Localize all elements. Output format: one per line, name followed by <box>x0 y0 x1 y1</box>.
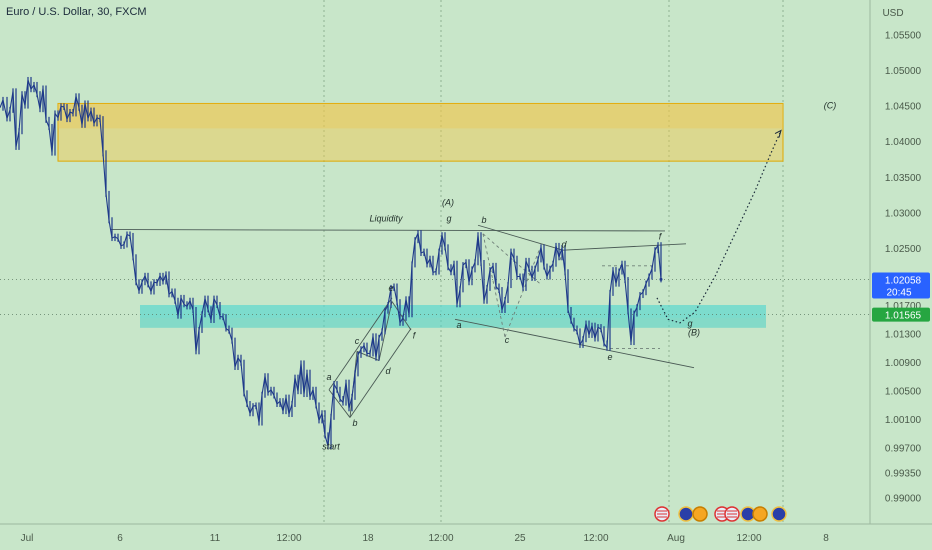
y-tick-label: 1.04500 <box>885 102 922 113</box>
us-flag-icon[interactable] <box>654 506 670 522</box>
y-tick-label: 1.03000 <box>885 208 922 219</box>
x-tick-label: 11 <box>210 533 221 544</box>
price-tag-value: 1.01565 <box>885 311 922 322</box>
y-tick-label: 1.02500 <box>885 244 922 255</box>
wave-label: b <box>352 418 357 428</box>
x-tick-label: Aug <box>667 533 685 544</box>
wave-label: f <box>413 330 417 340</box>
x-tick-label: 12:00 <box>276 533 301 544</box>
earnings-icon[interactable] <box>752 506 768 522</box>
wave-label: g <box>687 318 692 328</box>
wave-label: c <box>505 335 510 345</box>
trendline <box>109 229 666 232</box>
trendline <box>349 328 412 418</box>
wave-label: e <box>388 283 393 293</box>
x-tick-label: 25 <box>514 533 526 544</box>
wave-label: Liquidity <box>369 214 403 224</box>
trendline <box>391 301 412 331</box>
wave-label: b <box>481 215 486 225</box>
wave-label: start <box>322 442 340 452</box>
y-tick-label: 1.04000 <box>885 137 922 148</box>
wave-label: a <box>326 372 331 382</box>
x-tick-label: 12:00 <box>583 533 608 544</box>
y-tick-label: 1.00100 <box>885 415 922 426</box>
y-tick-label: 1.05000 <box>885 66 922 77</box>
price-tag-countdown: 20:45 <box>886 288 911 299</box>
eu-flag-icon[interactable] <box>771 506 787 522</box>
x-tick-label: 12:00 <box>736 533 761 544</box>
price-tag <box>872 272 930 299</box>
last-price-dot <box>659 277 663 281</box>
x-tick-label: Jul <box>21 533 34 544</box>
projection-arrowhead <box>774 129 782 138</box>
earnings-icon[interactable] <box>692 506 708 522</box>
supply-zone <box>57 102 784 162</box>
y-tick-label: 1.01300 <box>885 330 922 341</box>
projection-path <box>656 130 782 324</box>
dashed-guide <box>504 247 541 338</box>
trendline <box>562 243 687 251</box>
wave-label: f <box>659 231 663 241</box>
x-tick-label: 18 <box>362 533 374 544</box>
trendline <box>454 318 695 369</box>
y-tick-label: 0.99700 <box>885 443 922 454</box>
y-tick-label: 1.00900 <box>885 358 922 369</box>
us-flag-icon[interactable] <box>724 506 740 522</box>
wave-label: c <box>355 336 360 346</box>
wave-label: a <box>456 320 461 330</box>
x-tick-label: 12:00 <box>428 533 453 544</box>
wave-label: (B) <box>688 328 700 338</box>
trendline <box>477 224 564 251</box>
supply-zone-core <box>58 103 783 129</box>
y-tick-label: 1.01700 <box>885 301 922 312</box>
y-tick-label: 1.05500 <box>885 30 922 41</box>
wave-label: d <box>561 239 567 249</box>
price-tag <box>872 307 930 322</box>
y-tick-label: 1.00500 <box>885 386 922 397</box>
wave-label: (A) <box>442 197 454 207</box>
price-tag-value: 1.02058 <box>885 276 922 287</box>
currency-label: USD <box>882 8 903 19</box>
demand-zone-upper <box>140 305 766 318</box>
chart-title: Euro / U.S. Dollar, 30, FXCM <box>6 6 147 18</box>
eu-flag-icon[interactable] <box>678 506 694 522</box>
x-tick-label: 8 <box>823 533 829 544</box>
wave-label: d <box>385 366 391 376</box>
wave-label: e <box>607 352 612 362</box>
y-tick-label: 1.03500 <box>885 173 922 184</box>
plot-area <box>0 0 870 524</box>
price-series-line <box>0 79 662 447</box>
y-tick-label: 0.99350 <box>885 468 922 479</box>
wave-label: (C) <box>824 100 837 110</box>
trendline <box>328 297 393 391</box>
x-tick-label: 6 <box>117 533 123 544</box>
wave-label: g <box>446 214 451 224</box>
trendline <box>328 389 351 418</box>
y-tick-label: 0.99000 <box>885 493 922 504</box>
